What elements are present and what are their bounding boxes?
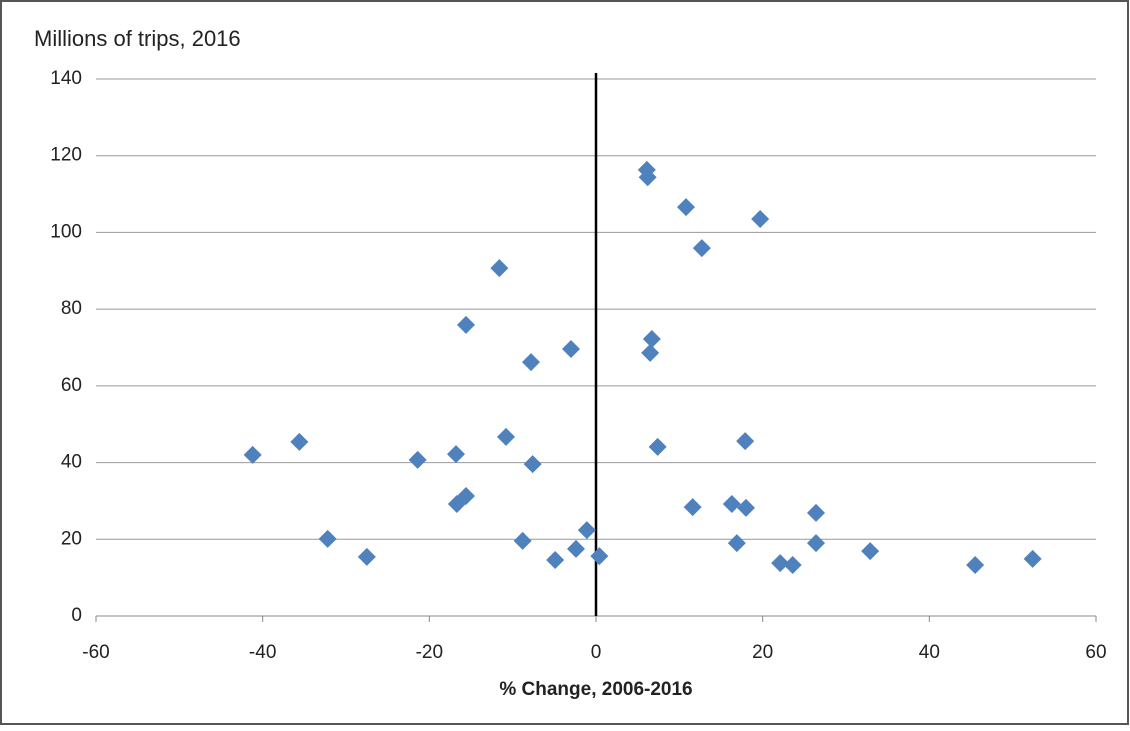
y-tick-label: 140 — [50, 68, 82, 89]
y-tick-label: 80 — [61, 298, 82, 319]
scatter-point — [861, 542, 880, 561]
chart-title: Millions of trips, 2016 — [34, 26, 241, 51]
y-tick-label: 100 — [50, 221, 82, 242]
scatter-point — [648, 437, 667, 456]
scatter-point — [771, 554, 790, 573]
scatter-point — [318, 529, 337, 548]
y-tick-label: 20 — [61, 528, 82, 549]
x-tick-label: 60 — [1085, 642, 1106, 663]
scatter-point — [590, 547, 609, 566]
scatter-point — [722, 494, 741, 513]
scatter-point — [807, 503, 825, 522]
x-tick-label: -20 — [416, 642, 443, 663]
scatter-point — [641, 343, 660, 362]
scatter-point — [290, 432, 309, 451]
x-tick-label: 20 — [752, 642, 773, 663]
x-axis-label: % Change, 2006-2016 — [499, 679, 692, 700]
scatter-point — [692, 239, 711, 258]
scatter-point — [408, 450, 427, 469]
scatter-point — [243, 445, 262, 464]
scatter-point — [457, 315, 475, 334]
scatter-point — [737, 498, 755, 517]
y-tick-label: 40 — [61, 452, 82, 473]
scatter-point — [490, 259, 509, 278]
scatter-point — [783, 555, 802, 574]
scatter-point — [683, 498, 702, 517]
scatter-point — [457, 486, 475, 505]
scatter-point — [497, 427, 515, 446]
x-tick-label: 0 — [591, 642, 602, 663]
scatter-point — [577, 521, 596, 540]
y-tick-label: 60 — [61, 375, 82, 396]
scatter-point — [638, 168, 657, 187]
scatter-point — [567, 539, 585, 558]
scatter-point — [546, 550, 565, 569]
y-tick-label: 0 — [71, 605, 82, 626]
scatter-point — [736, 432, 755, 451]
scatter-point — [357, 547, 376, 566]
y-tick-label: 120 — [50, 145, 82, 166]
scatter-point — [513, 531, 532, 550]
scatter-point — [562, 340, 580, 359]
scatter-point — [642, 330, 661, 349]
scatter-point — [966, 555, 985, 574]
scatter-point — [677, 198, 695, 217]
x-tick-label: -60 — [82, 642, 109, 663]
scatter-point — [523, 455, 542, 474]
scatter-point — [1023, 549, 1042, 568]
scatter-point — [447, 445, 465, 464]
scatter-point — [807, 534, 825, 553]
scatter-point — [727, 534, 746, 553]
scatter-point — [522, 353, 540, 372]
scatter-point — [751, 210, 770, 229]
x-tick-label: -40 — [249, 642, 276, 663]
x-tick-label: 40 — [919, 642, 940, 663]
